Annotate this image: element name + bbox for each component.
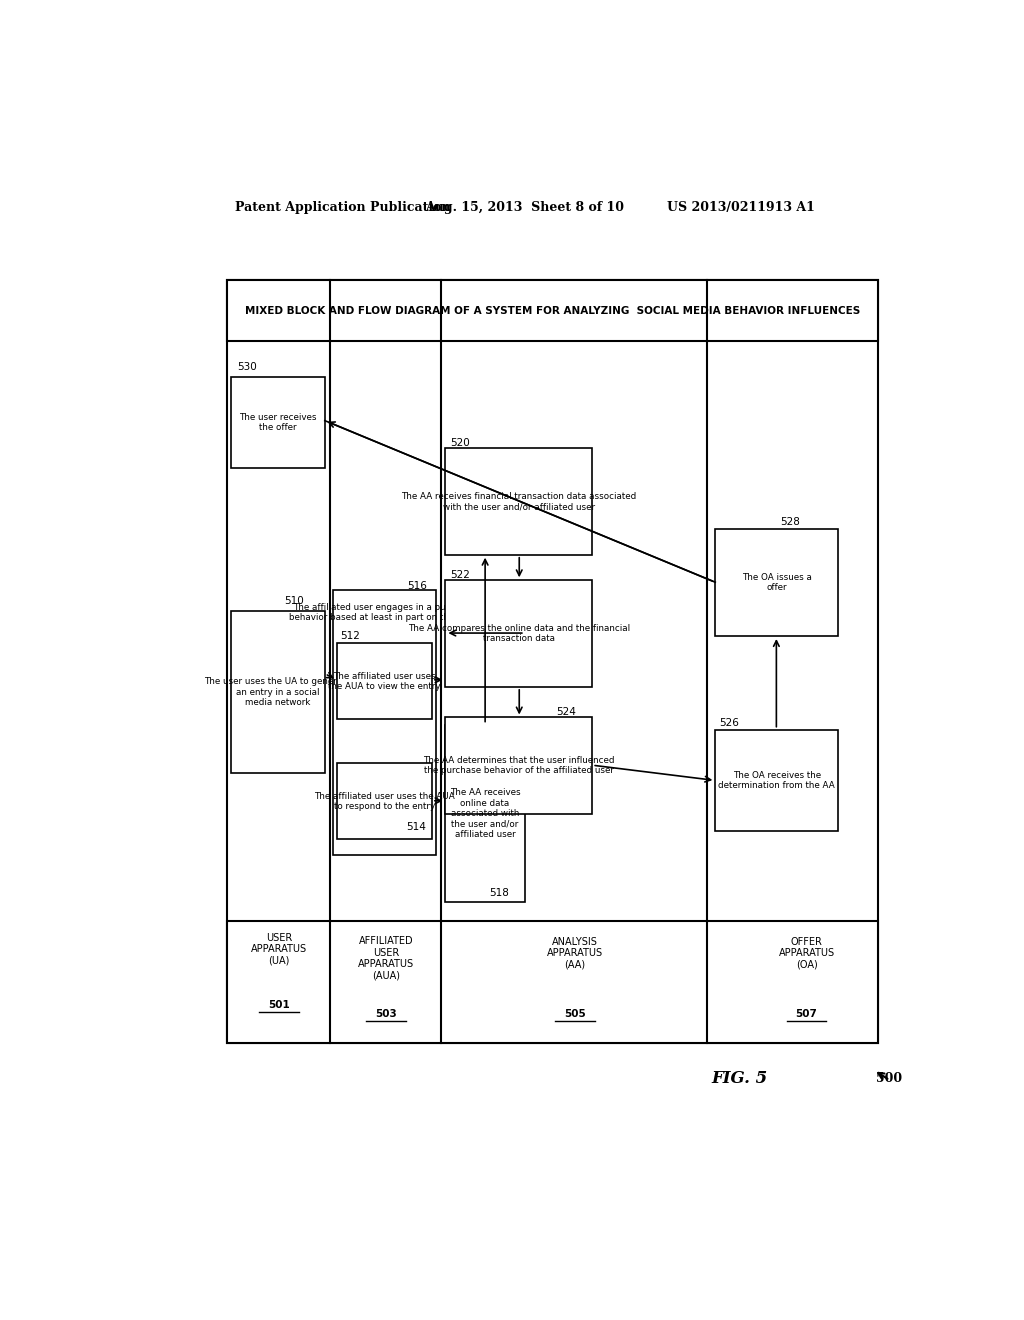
Text: 518: 518 <box>489 888 509 898</box>
Bar <box>715 529 839 636</box>
Text: 512: 512 <box>341 631 360 642</box>
Text: 528: 528 <box>780 517 800 527</box>
Text: USER
APPARATUS
(UA): USER APPARATUS (UA) <box>251 932 307 966</box>
Bar <box>445 581 592 686</box>
Text: The AA receives
online data
associated with
the user and/or
affiliated user: The AA receives online data associated w… <box>450 788 520 838</box>
Text: 516: 516 <box>408 581 427 591</box>
Text: 530: 530 <box>238 362 257 372</box>
Text: 501: 501 <box>268 1001 290 1010</box>
Text: The OA issues a
offer: The OA issues a offer <box>741 573 812 593</box>
Bar <box>333 590 436 854</box>
Text: 522: 522 <box>451 570 470 579</box>
Text: US 2013/0211913 A1: US 2013/0211913 A1 <box>667 201 814 214</box>
Bar <box>227 921 878 1043</box>
Text: AFFILIATED
USER
APPARATUS
(AUA): AFFILIATED USER APPARATUS (AUA) <box>357 936 414 981</box>
Bar <box>337 643 432 719</box>
Bar <box>337 763 432 840</box>
Bar <box>445 725 525 903</box>
Text: 514: 514 <box>406 822 426 832</box>
Text: The AA determines that the user influenced
the purchase behavior of the affiliat: The AA determines that the user influenc… <box>423 756 614 775</box>
Text: FIG. 5: FIG. 5 <box>711 1069 767 1086</box>
Text: 526: 526 <box>719 718 739 727</box>
Text: 520: 520 <box>451 438 470 447</box>
Text: The AA compares the online data and the financial
transaction data: The AA compares the online data and the … <box>408 624 630 643</box>
Text: 503: 503 <box>375 1010 396 1019</box>
Bar <box>231 378 325 469</box>
Text: The user uses the UA to generate
an entry in a social
media network: The user uses the UA to generate an entr… <box>205 677 351 708</box>
Text: The affiliated user uses the AUA
to respond to the entry: The affiliated user uses the AUA to resp… <box>314 792 455 810</box>
Text: 500: 500 <box>876 1072 902 1085</box>
Text: The affiliated user engages in a purchase
behavior based at least in part on the: The affiliated user engages in a purchas… <box>289 602 480 622</box>
Text: The user receives
the offer: The user receives the offer <box>240 413 316 433</box>
Text: 524: 524 <box>557 708 577 717</box>
Bar <box>227 280 878 342</box>
Text: The affiliated user uses
the AUA to view the entry: The affiliated user uses the AUA to view… <box>328 672 440 692</box>
Text: 507: 507 <box>796 1010 817 1019</box>
Text: Aug. 15, 2013  Sheet 8 of 10: Aug. 15, 2013 Sheet 8 of 10 <box>425 201 625 214</box>
Text: 510: 510 <box>285 595 304 606</box>
Text: MIXED BLOCK AND FLOW DIAGRAM OF A SYSTEM FOR ANALYZING  SOCIAL MEDIA BEHAVIOR IN: MIXED BLOCK AND FLOW DIAGRAM OF A SYSTEM… <box>245 306 860 315</box>
Bar <box>445 447 592 554</box>
Bar <box>227 280 878 1043</box>
Text: The OA receives the
determination from the AA: The OA receives the determination from t… <box>719 771 836 791</box>
Text: Patent Application Publication: Patent Application Publication <box>236 201 451 214</box>
Text: 505: 505 <box>564 1010 586 1019</box>
Text: OFFER
APPARATUS
(OA): OFFER APPARATUS (OA) <box>778 937 835 970</box>
Text: The AA receives financial transaction data associated
with the user and/or affil: The AA receives financial transaction da… <box>401 492 637 511</box>
Bar <box>715 730 839 832</box>
Text: ANALYSIS
APPARATUS
(AA): ANALYSIS APPARATUS (AA) <box>547 937 603 970</box>
Bar <box>231 611 325 774</box>
Bar <box>445 718 592 814</box>
